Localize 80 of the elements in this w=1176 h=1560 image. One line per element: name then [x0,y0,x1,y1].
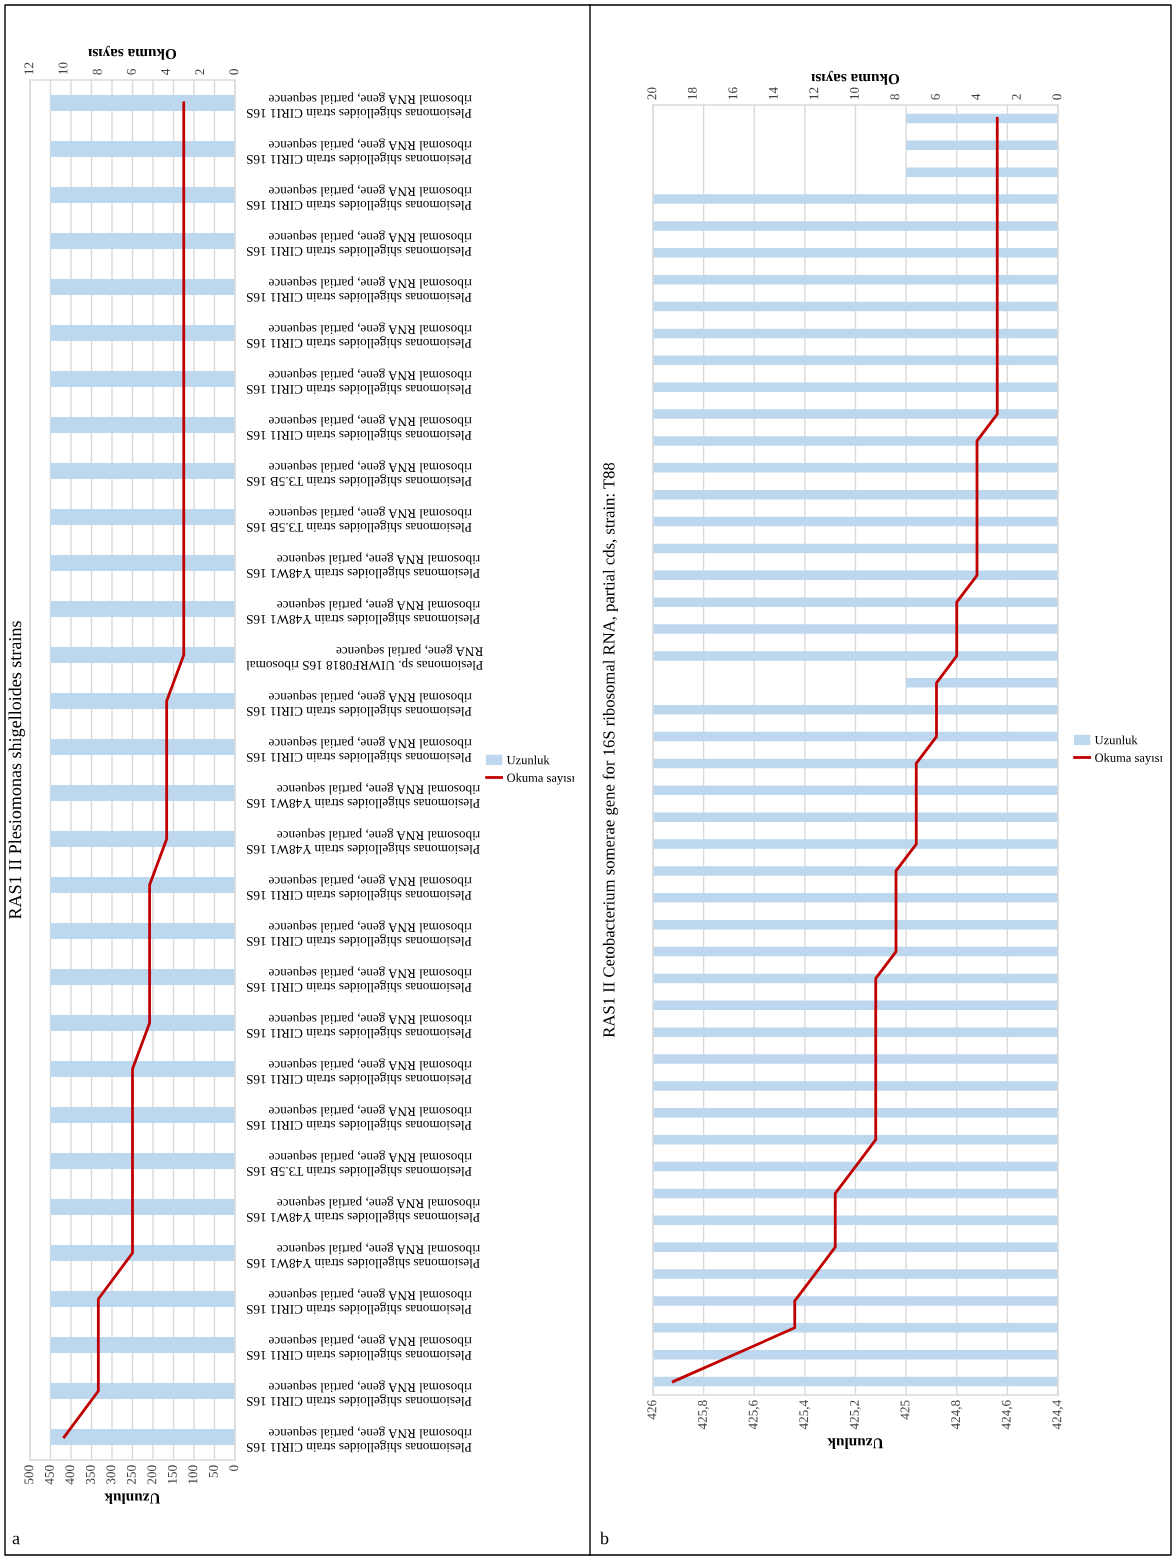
x2-tick-label: 0 [229,69,239,75]
text: b [600,1531,609,1545]
y-tick-label: Plesiomonas shigelloides strain CIRI1 16S ribosomal RNA gene, partial sequence [246,1104,472,1131]
y-tick-label: Plesiomonas shigelloides strain CIRI1 16S ribosomal RNA gene, partial sequence [246,966,472,993]
x2-tick-label: 16 [728,87,738,99]
x-tick-label: 0 [229,1465,239,1471]
y-tick-label: Plesiomonas shigelloides strain CIRI1 16S ribosomal RNA gene, partial sequence [246,1058,472,1085]
x-axis-title: Uzunluk [104,1493,161,1505]
x-tick-label: 200 [147,1465,157,1485]
x2-tick-label: 4 [161,68,170,75]
x2-tick-label: 18 [687,87,697,99]
x-tick-label: 500 [24,1465,34,1484]
y-tick-label: Plesiomonas shigelloides strain CIRI1 16S ribosomal RNA gene, partial sequence [246,414,472,441]
y-tick-label: Plesiomonas shigelloides strain CIRI1 16S ribosomal RNA gene, partial sequence [246,322,472,349]
y-tick-label: Plesiomonas shigelloides strain Y48W1 16S ribosomal RNA gene, partial sequence [246,552,480,579]
x-tick-label: 424,6 [1001,1400,1013,1430]
x-tick-label: 424,8 [951,1400,962,1430]
x-tick-label: 350 [85,1465,95,1485]
x2-tick-label: 14 [768,87,778,99]
y-tick-label: Plesiomonas shigelloides strain CIRI1 16S ribosomal RNA gene, partial sequence [246,690,472,717]
y-tick-label: Plesiomonas shigelloides strain CIRI1 16S ribosomal RNA gene, partial sequence [246,276,472,303]
x-tick-label: 250 [126,1465,136,1485]
legend-label: Uzunluk [506,755,550,765]
x2-tick-label: 10 [58,62,68,74]
legend-label: Okuma sayısı [507,773,575,785]
y-tick-label: Plesiomonas shigelloides strain Y48W1 16S ribosomal RNA gene, partial sequence [246,828,480,855]
x-tick-label: 400 [65,1465,75,1485]
x-tick-label: 425 [900,1400,910,1420]
x2-tick-label: 8 [92,69,102,75]
text: RAS1 II Cetobacterium somerae gene for 16S ribosomal RNA, partial cds, strain: T88 [602,462,618,1038]
y-tick-label: Plesiomonas shigelloides strain CIRI1 16S ribosomal RNA gene, partial sequence [246,138,472,165]
y-tick-label: Plesiomonas shigelloides strain CIRI1 16S ribosomal RNA gene, partial sequence [246,184,472,211]
text: RAS1 II Plesiomonas shigelloides strains [8,621,25,919]
legend-label: Uzunluk [1094,735,1138,745]
x-axis-title: Uzunluk [827,1438,884,1449]
text: a [12,1535,20,1545]
x-tick-label: 425,2 [849,1400,861,1430]
x-tick-label: 300 [106,1465,116,1485]
x-tick-label: 424,4 [1052,1400,1064,1430]
y-tick-label: Plesiomonas sp. UIWRF0818 16S ribosomal RNA gene, partial sequence [246,644,483,671]
y-tick-label: Plesiomonas shigelloides strain CIRI1 16S ribosomal RNA gene, partial sequence [246,1288,472,1315]
x2-tick-label: 8 [890,94,900,100]
y-tick-label: Plesiomonas shigelloides strain T3.5B 16S ribosomal RNA gene, partial sequence [246,506,472,533]
x-tick-label: 450 [44,1465,54,1485]
x2-tick-label: 20 [647,87,657,100]
x2-axis-title: Okuma sayısı [811,70,900,85]
y-tick-label: Plesiomonas shigelloides strain CIRI1 16S ribosomal RNA gene, partial sequence [246,92,472,119]
y-tick-label: Plesiomonas shigelloides strain Y48W1 16S ribosomal RNA gene, partial sequence [246,1196,480,1223]
y-tick-label: Plesiomonas shigelloides strain CIRI1 16S ribosomal RNA gene, partial sequence [246,736,472,763]
x2-tick-label: 6 [930,93,940,100]
x-tick-label: 425,6 [748,1400,760,1430]
y-tick-label: Plesiomonas shigelloides strain CIRI1 16S ribosomal RNA gene, partial sequence [246,368,472,395]
y-tick-label: Plesiomonas shigelloides strain CIRI1 16S ribosomal RNA gene, partial sequence [246,1012,472,1039]
x2-tick-label: 0 [1052,94,1062,100]
x2-tick-label: 10 [849,87,859,99]
x-tick-label: 425,8 [698,1400,709,1430]
y-tick-label: Plesiomonas shigelloides strain CIRI1 16S ribosomal RNA gene, partial sequence [246,1334,472,1361]
y-tick-label: Plesiomonas shigelloides strain Y48W1 16S ribosomal RNA gene, partial sequence [246,1242,480,1269]
x-tick-label: 100 [188,1465,198,1484]
x-tick-label: 50 [208,1465,218,1478]
legend-label: Okuma sayısı [1095,753,1163,765]
y-tick-label: Plesiomonas shigelloides strain CIRI1 16S ribosomal RNA gene, partial sequence [246,920,472,947]
x2-axis-title: Okuma sayısı [88,45,177,60]
x2-tick-label: 6 [126,68,136,75]
x-tick-label: 150 [167,1465,177,1484]
y-tick-label: Plesiomonas shigelloides strain Y48W1 16S ribosomal RNA gene, partial sequence [246,598,480,625]
x2-tick-label: 4 [971,93,981,100]
x-tick-label: 425,4 [799,1400,811,1430]
y-tick-label: Plesiomonas shigelloides strain T3.5B 16S ribosomal RNA gene, partial sequence [246,460,472,487]
y-tick-label: Plesiomonas shigelloides strain CIRI1 16S ribosomal RNA gene, partial sequence [246,874,472,901]
y-tick-label: Plesiomonas shigelloides strain CIRI1 16S ribosomal RNA gene, partial sequence [246,1380,472,1407]
x2-tick-label: 12 [809,87,819,99]
y-tick-label: Plesiomonas shigelloides strain T3.5B 16S ribosomal RNA gene, partial sequence [246,1150,472,1177]
y-tick-label: Plesiomonas shigelloides strain Y48W1 16S ribosomal RNA gene, partial sequence [246,782,480,809]
x-tick-label: 426 [647,1400,657,1420]
x2-tick-label: 2 [195,69,205,75]
x2-tick-label: 12 [24,62,34,74]
x2-tick-label: 2 [1011,94,1021,100]
y-tick-label: Plesiomonas shigelloides strain CIRI1 16S ribosomal RNA gene, partial sequence [246,230,472,257]
y-tick-label: Plesiomonas shigelloides strain CIRI1 16S ribosomal RNA gene, partial sequence [246,1426,472,1453]
